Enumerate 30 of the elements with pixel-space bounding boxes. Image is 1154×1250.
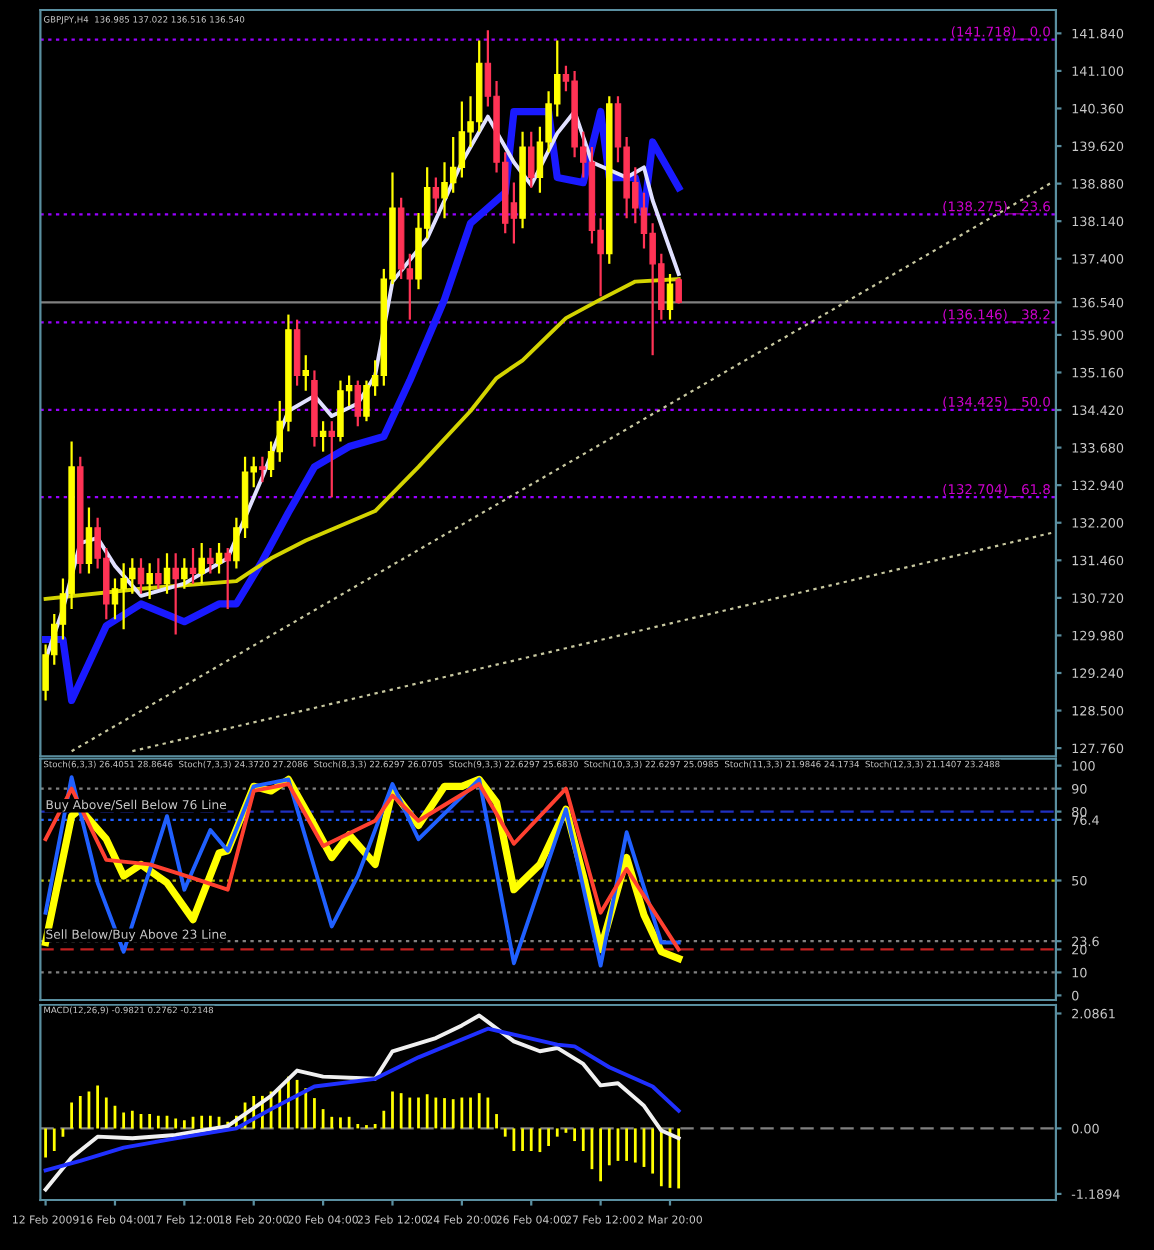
candlestick bbox=[163, 552, 171, 595]
candlestick bbox=[172, 552, 179, 636]
candlestick bbox=[354, 379, 362, 428]
candlestick bbox=[155, 557, 162, 590]
candlestick bbox=[675, 276, 682, 305]
candlestick bbox=[207, 547, 214, 575]
candlestick bbox=[85, 506, 93, 575]
line-series bbox=[43, 277, 681, 601]
candlestick bbox=[449, 135, 457, 194]
candlestick bbox=[363, 379, 370, 423]
candlestick bbox=[146, 562, 153, 600]
candlestick bbox=[198, 541, 205, 585]
candlestick bbox=[666, 272, 674, 321]
candlestick bbox=[224, 547, 231, 611]
candlestick bbox=[319, 420, 327, 453]
candlestick bbox=[302, 354, 310, 392]
candlestick bbox=[137, 557, 145, 595]
candlestick bbox=[293, 318, 301, 387]
candlestick bbox=[189, 547, 197, 585]
candlestick bbox=[328, 420, 336, 499]
candlestick bbox=[259, 455, 266, 484]
candlestick bbox=[337, 379, 344, 443]
candlestick bbox=[432, 176, 440, 215]
line-series bbox=[43, 1026, 681, 1173]
candlestick bbox=[215, 541, 223, 575]
candlestick bbox=[527, 130, 535, 189]
candlestick bbox=[181, 557, 188, 590]
candlestick bbox=[111, 577, 119, 621]
candlestick bbox=[458, 100, 466, 179]
line-series bbox=[43, 1013, 681, 1192]
